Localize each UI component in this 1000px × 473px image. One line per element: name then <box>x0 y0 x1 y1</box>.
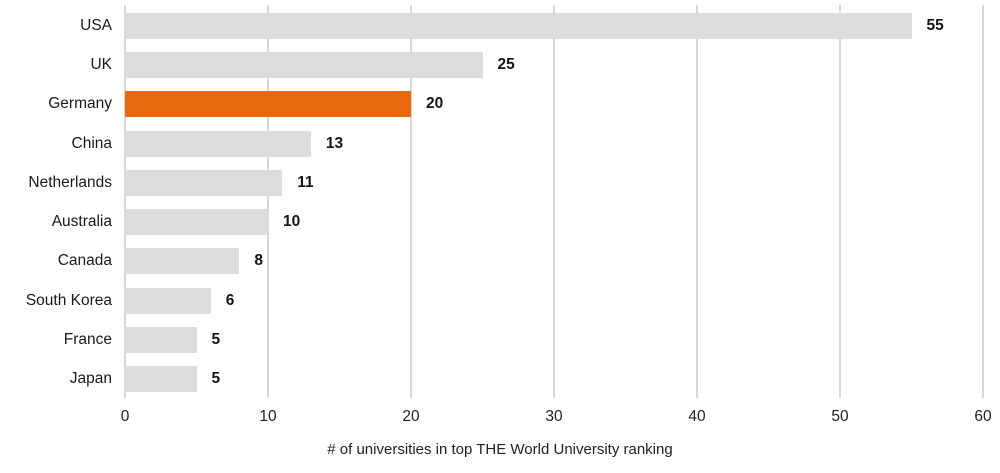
bar-canada <box>125 248 240 275</box>
value-label: 5 <box>211 331 221 349</box>
category-label: Japan <box>69 370 112 388</box>
value-label: 5 <box>211 370 221 388</box>
bar-australia <box>125 209 268 236</box>
bar-row-china: China 13 <box>72 130 983 157</box>
bar-row-south-korea: South Korea 6 <box>26 287 983 314</box>
value-label: 10 <box>283 213 301 231</box>
bar-row-uk: UK 25 <box>90 51 983 78</box>
bar-row-canada: Canada 8 <box>58 248 983 275</box>
value-label: 55 <box>926 16 944 34</box>
gridline-20 <box>410 5 412 398</box>
bar-row-japan: Japan 5 <box>70 366 983 393</box>
gridline-50 <box>839 5 841 398</box>
x-tick-label-50: 50 <box>831 408 849 425</box>
bar-china <box>125 130 311 157</box>
x-tick-label-30: 30 <box>545 408 563 425</box>
bar-uk <box>125 51 483 78</box>
category-label: Netherlands <box>28 173 112 191</box>
bar-usa <box>125 12 912 39</box>
bar-germany <box>125 91 411 118</box>
gridline-30 <box>553 5 555 398</box>
category-label: France <box>63 331 112 349</box>
x-tick-label-20: 20 <box>402 408 420 425</box>
bar-row-australia: Australia 10 <box>52 209 983 236</box>
x-tick-label-40: 40 <box>688 408 706 425</box>
category-label: UK <box>90 55 112 73</box>
x-tick-label-10: 10 <box>259 408 277 425</box>
category-label: Australia <box>51 213 112 231</box>
bar-row-netherlands: Netherlands 11 <box>28 169 983 196</box>
category-label: USA <box>80 16 112 34</box>
value-label: 8 <box>254 252 264 270</box>
category-label: China <box>71 134 113 152</box>
value-label: 20 <box>426 95 444 113</box>
x-tick-label-0: 0 <box>120 408 130 425</box>
bar-row-usa: USA 55 <box>80 12 983 39</box>
gridline-40 <box>696 5 698 398</box>
bar-japan <box>125 366 197 393</box>
bar-row-france: France 5 <box>64 327 983 354</box>
gridline-60 <box>982 5 984 398</box>
x-axis-title: # of universities in top THE World Unive… <box>327 441 673 458</box>
value-label: 13 <box>325 134 344 152</box>
gridline-10 <box>267 5 269 398</box>
bar-netherlands <box>125 169 283 196</box>
category-label: Canada <box>57 252 112 270</box>
value-label: 25 <box>497 55 515 73</box>
value-label: 11 <box>297 173 314 191</box>
bar-row-germany: Germany 20 <box>48 91 983 118</box>
bar-france <box>125 327 197 354</box>
value-label: 6 <box>225 291 235 309</box>
x-tick-label-60: 60 <box>974 408 992 425</box>
category-label: Germany <box>48 95 112 113</box>
category-label: South Korea <box>25 291 112 309</box>
plot-area: 0 10 20 30 40 50 60 USA 55 UK 25 Germany 20 China 13 Ne… <box>26 5 992 425</box>
bar-south-korea <box>125 287 211 314</box>
gridline-0 <box>124 5 126 398</box>
